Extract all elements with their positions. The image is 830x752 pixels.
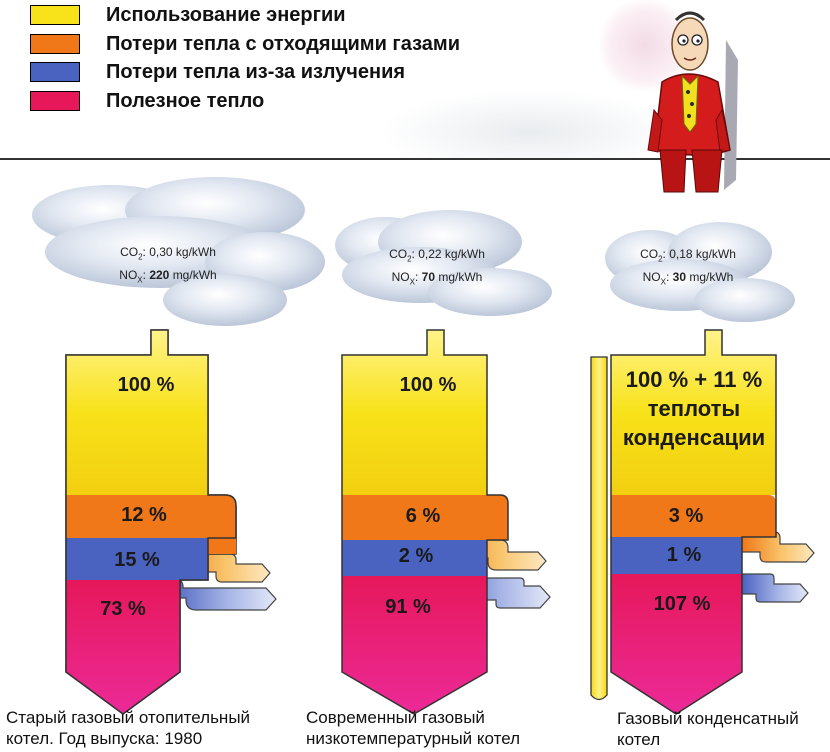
emission-cloud-3 (605, 222, 795, 322)
legend-item-flue-gas-loss: Потери тепла с отходящими газами (30, 33, 460, 55)
useful-heat-block (342, 576, 487, 714)
boiler-3-emissions: CO2: 0,18 kg/kWh NOX: 30 mg/kWh (608, 245, 768, 292)
legend-item-radiation-loss: Потери тепла из-за излучения (30, 61, 405, 83)
boiler-3-outline (610, 329, 777, 715)
energy-input-label: 100 % + 11 % теплоты конденсации (604, 365, 784, 452)
man-mouth (683, 57, 697, 61)
legend-swatch-flue-gas-loss (30, 34, 80, 54)
energy-input-block (611, 330, 776, 495)
nox-line: NOX: 220 mg/kWh (119, 268, 217, 285)
radiation-loss-arrow (741, 573, 809, 603)
legend: Использование энергии Потери тепла с отх… (0, 0, 600, 140)
radiation-loss-block (66, 538, 208, 580)
energy-input-label: 100 % (117, 374, 175, 396)
man-right-pupil (696, 39, 700, 43)
flue-gas-loss-label: 3 % (668, 505, 704, 527)
man-left-leg (659, 149, 687, 193)
energy-input-label-line: теплоты (647, 396, 741, 421)
boiler-2-emissions: CO2: 0,22 kg/kWh NOX: 70 mg/kWh (357, 245, 517, 292)
caption-line: низкотемпературный котел (306, 729, 521, 748)
boiler-2-caption: Современный газовый низкотемпературный к… (306, 707, 520, 749)
energy-input-block (342, 330, 487, 495)
emission-cloud-1 (32, 177, 325, 326)
man-hair (674, 11, 706, 22)
energy-input-label: 100 % (399, 374, 457, 396)
man-right-leg (691, 149, 723, 193)
boiler-3-flow (590, 329, 815, 715)
radiation-loss-label: 2 % (398, 545, 434, 567)
radiation-loss-label: 1 % (666, 544, 702, 566)
legend-label: Полезное тепло (106, 89, 265, 112)
boiler-1-flow (65, 329, 277, 715)
divider-line (0, 158, 830, 160)
emission-cloud-2 (335, 210, 552, 316)
useful-heat-label: 73 % (100, 598, 146, 620)
condensation-heat-stream (590, 356, 608, 701)
useful-heat-label: 91 % (385, 596, 431, 618)
co2-line: CO2: 0,22 kg/kWh (389, 247, 485, 264)
nox-line: NOX: 30 mg/kWh (642, 270, 734, 287)
caption-line: котел (617, 730, 661, 749)
energy-input-block (66, 330, 208, 495)
cartoon-man-illustration (647, 11, 738, 193)
caption-line: котел. Год выпуска: 1980 (6, 729, 203, 748)
co2-line: CO2: 0,30 kg/kWh (120, 245, 216, 262)
flue-gas-loss-label: 6 % (405, 505, 441, 527)
legend-swatch-energy-use (30, 5, 80, 25)
tie-dot (687, 114, 691, 118)
radiation-loss-block (611, 537, 742, 574)
flue-gas-loss-block (611, 495, 776, 537)
caption-line: Газовый конденсатный (617, 709, 799, 728)
boiler-2-outline (341, 329, 509, 715)
man-left-pupil (682, 39, 686, 43)
boiler-1-caption: Старый газовый отопительный котел. Год в… (6, 707, 250, 749)
nox-line: NOX: 70 mg/kWh (391, 270, 483, 287)
tie-dot (690, 102, 694, 106)
radiation-loss-arrow (167, 578, 277, 611)
energy-input-label-line: конденсации (622, 425, 766, 450)
legend-swatch-radiation-loss (30, 62, 80, 82)
legend-label: Потери тепла с отходящими газами (106, 32, 461, 55)
man-shadow (724, 40, 738, 190)
caption-line: Старый газовый отопительный (6, 708, 251, 727)
legend-item-energy-use: Использование энергии (30, 4, 346, 26)
legend-swatch-useful-heat (30, 91, 80, 111)
man-left-arm (647, 108, 663, 153)
useful-heat-block (611, 574, 742, 714)
radiation-loss-label: 15 % (114, 549, 160, 571)
flue-gas-loss-block (342, 495, 508, 540)
radiation-loss-block (342, 540, 487, 576)
co2-line: CO2: 0,18 kg/kWh (640, 247, 736, 264)
flue-gas-loss-arrow (741, 531, 815, 563)
man-head (671, 17, 709, 71)
legend-label: Потери тепла из-за излучения (106, 60, 406, 83)
background-haze (380, 90, 680, 160)
energy-input-label-line: 100 % + 11 % (625, 367, 763, 392)
useful-heat-block (66, 580, 180, 714)
boiler-1-emissions: CO2: 0,30 kg/kWh NOX: 220 mg/kWh (88, 243, 248, 290)
tie-dot (686, 90, 690, 94)
legend-item-useful-heat: Полезное тепло (30, 90, 264, 112)
caption-line: Современный газовый (306, 708, 485, 727)
boiler-2-flow (341, 329, 551, 715)
legend-label: Использование энергии (106, 3, 346, 26)
flue-gas-loss-label: 12 % (121, 504, 167, 526)
useful-heat-label: 107 % (653, 593, 711, 615)
boiler-3-caption: Газовый конденсатный котел (617, 708, 799, 750)
